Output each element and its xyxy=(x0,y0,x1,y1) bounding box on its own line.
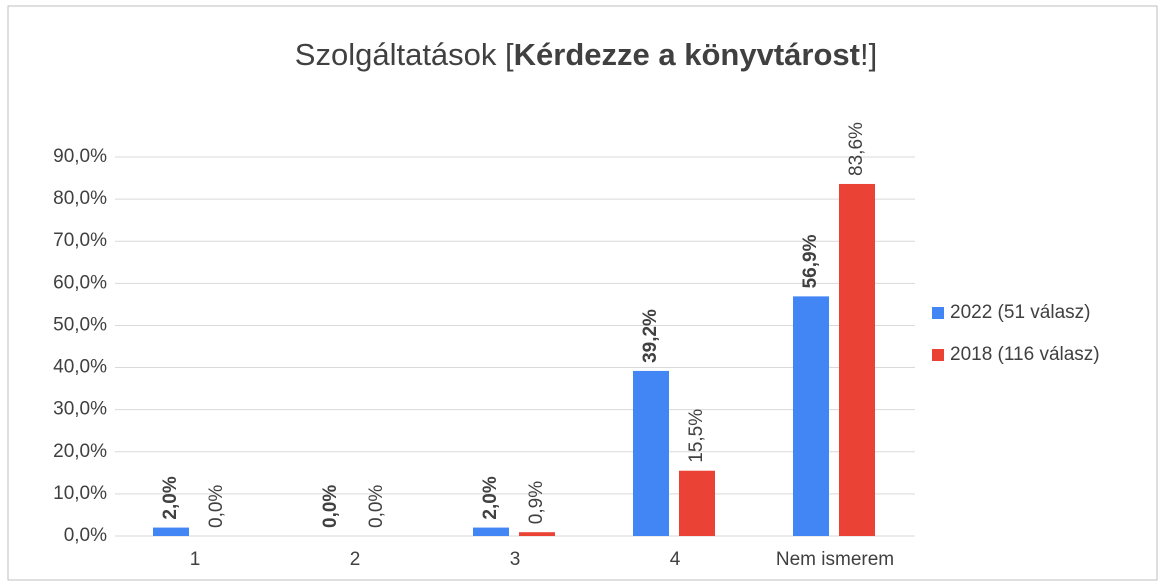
legend-label: 2022 (51 válasz) xyxy=(950,302,1090,323)
chart-title: Szolgáltatások [Kérdezze a könyvtárost!] xyxy=(295,37,877,72)
bar xyxy=(839,183,875,536)
data-label: 2,0% xyxy=(480,476,501,519)
bar xyxy=(793,296,829,536)
bar xyxy=(473,527,509,536)
y-tick-label: 60,0% xyxy=(53,272,107,293)
legend-swatch xyxy=(932,349,944,361)
bar xyxy=(679,470,715,536)
y-tick-label: 90,0% xyxy=(53,146,107,167)
chart-frame xyxy=(7,5,1158,581)
bar xyxy=(519,532,555,536)
x-tick-label: 1 xyxy=(190,549,201,570)
data-label: 39,2% xyxy=(640,309,661,363)
data-label: 0,0% xyxy=(206,485,227,528)
legend-label: 2018 (116 válasz) xyxy=(950,344,1100,365)
y-tick-label: 0,0% xyxy=(64,525,107,546)
y-tick-label: 30,0% xyxy=(53,399,107,420)
y-tick-label: 40,0% xyxy=(53,357,107,378)
title-part: !] xyxy=(860,37,877,72)
bar xyxy=(153,527,189,536)
y-tick-label: 50,0% xyxy=(53,314,107,335)
y-tick-label: 20,0% xyxy=(53,441,107,462)
title-part: Kérdezze a könyvtárost xyxy=(514,37,860,72)
y-tick-label: 70,0% xyxy=(53,230,107,251)
x-tick-label: 4 xyxy=(670,549,681,570)
y-tick-label: 80,0% xyxy=(53,188,107,209)
data-label: 56,9% xyxy=(800,234,821,288)
legend-swatch xyxy=(932,307,944,319)
data-label: 2,0% xyxy=(160,476,181,519)
x-tick-label: Nem ismerem xyxy=(776,549,894,570)
bar xyxy=(633,370,669,536)
data-label: 0,9% xyxy=(526,481,547,524)
data-label: 83,6% xyxy=(846,122,867,176)
title-part: Szolgáltatások [ xyxy=(295,37,514,72)
x-tick-label: 2 xyxy=(350,549,361,570)
data-label: 0,0% xyxy=(320,485,341,528)
data-label: 15,5% xyxy=(686,409,707,463)
y-tick-label: 10,0% xyxy=(53,483,107,504)
x-tick-label: 3 xyxy=(510,549,521,570)
data-label: 0,0% xyxy=(366,485,387,528)
